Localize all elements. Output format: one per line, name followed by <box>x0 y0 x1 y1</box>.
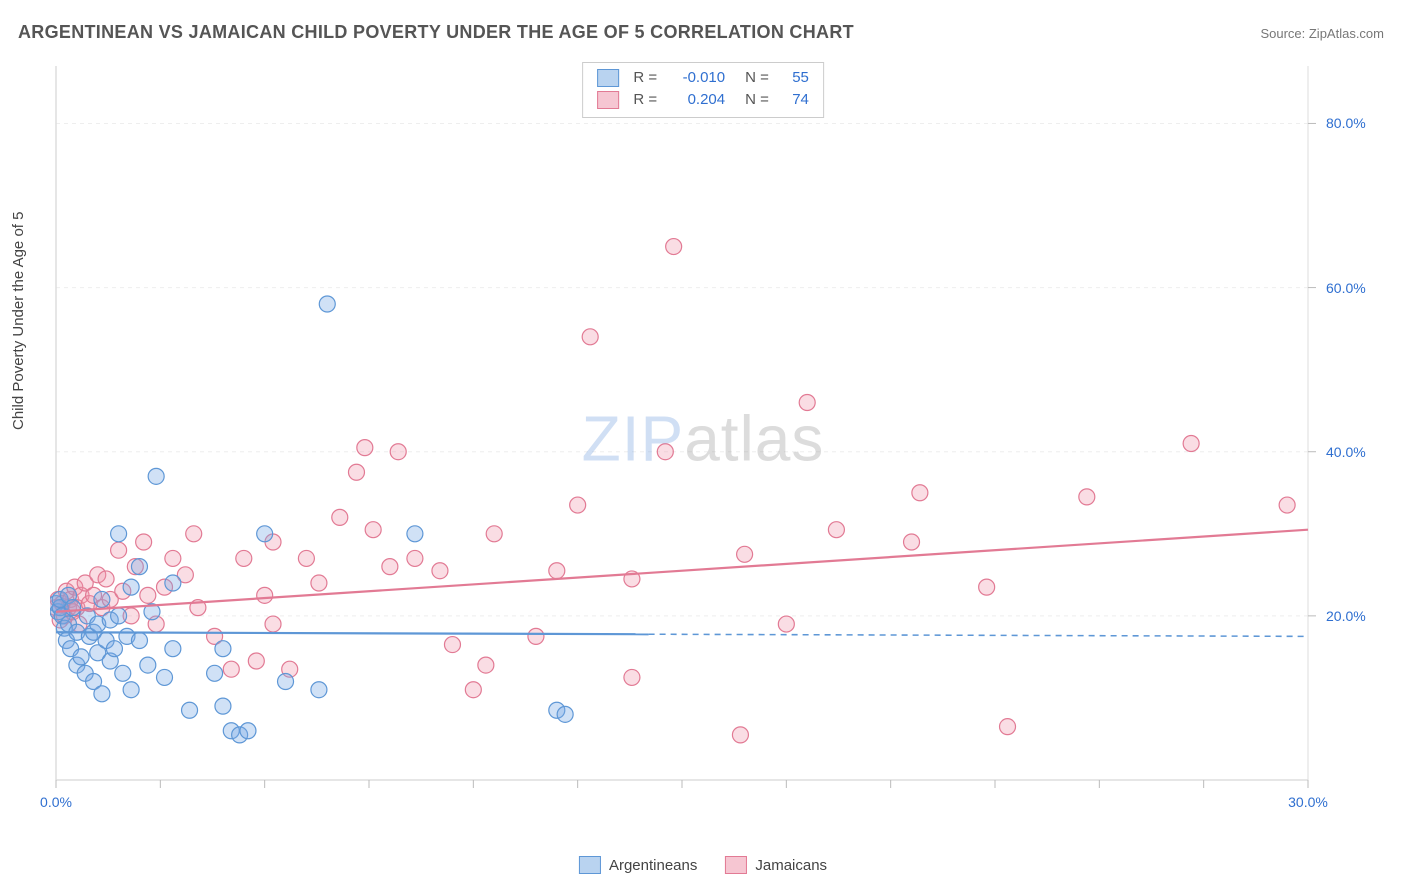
y-axis-label: Child Poverty Under the Age of 5 <box>10 212 27 430</box>
swatch-argentineans <box>579 856 601 874</box>
n-value: 55 <box>779 67 809 89</box>
swatch-jamaicans <box>597 91 619 109</box>
source-name: ZipAtlas.com <box>1309 26 1384 41</box>
legend-label: Argentineans <box>609 857 697 874</box>
legend-item-argentineans: Argentineans <box>579 856 697 874</box>
y-tick-label: 80.0% <box>1326 115 1366 131</box>
stats-row-jamaicans: R = 0.204 N = 74 <box>597 89 809 111</box>
r-value: -0.010 <box>667 67 725 89</box>
y-tick-label: 60.0% <box>1326 280 1366 296</box>
r-value: 0.204 <box>667 89 725 111</box>
y-tick-label: 40.0% <box>1326 444 1366 460</box>
swatch-jamaicans <box>725 856 747 874</box>
chart-title: ARGENTINEAN VS JAMAICAN CHILD POVERTY UN… <box>18 22 854 43</box>
swatch-argentineans <box>597 69 619 87</box>
x-tick-label: 0.0% <box>40 794 72 810</box>
n-label: N = <box>745 67 769 89</box>
bottom-legend: Argentineans Jamaicans <box>579 856 827 874</box>
chart-container: ARGENTINEAN VS JAMAICAN CHILD POVERTY UN… <box>0 0 1406 892</box>
correlation-stats-box: R = -0.010 N = 55 R = 0.204 N = 74 <box>582 62 824 118</box>
y-tick-label: 20.0% <box>1326 608 1366 624</box>
stats-row-argentineans: R = -0.010 N = 55 <box>597 67 809 89</box>
legend-item-jamaicans: Jamaicans <box>725 856 827 874</box>
r-label: R = <box>629 89 657 111</box>
legend-label: Jamaicans <box>755 857 827 874</box>
n-label: N = <box>745 89 769 111</box>
plot-area: 20.0%40.0%60.0%80.0%0.0%30.0% <box>50 60 1386 820</box>
chart-svg <box>50 60 1386 820</box>
n-value: 74 <box>779 89 809 111</box>
x-tick-label: 30.0% <box>1288 794 1328 810</box>
source-prefix: Source: <box>1260 26 1308 41</box>
source-attribution: Source: ZipAtlas.com <box>1260 26 1384 41</box>
r-label: R = <box>629 67 657 89</box>
